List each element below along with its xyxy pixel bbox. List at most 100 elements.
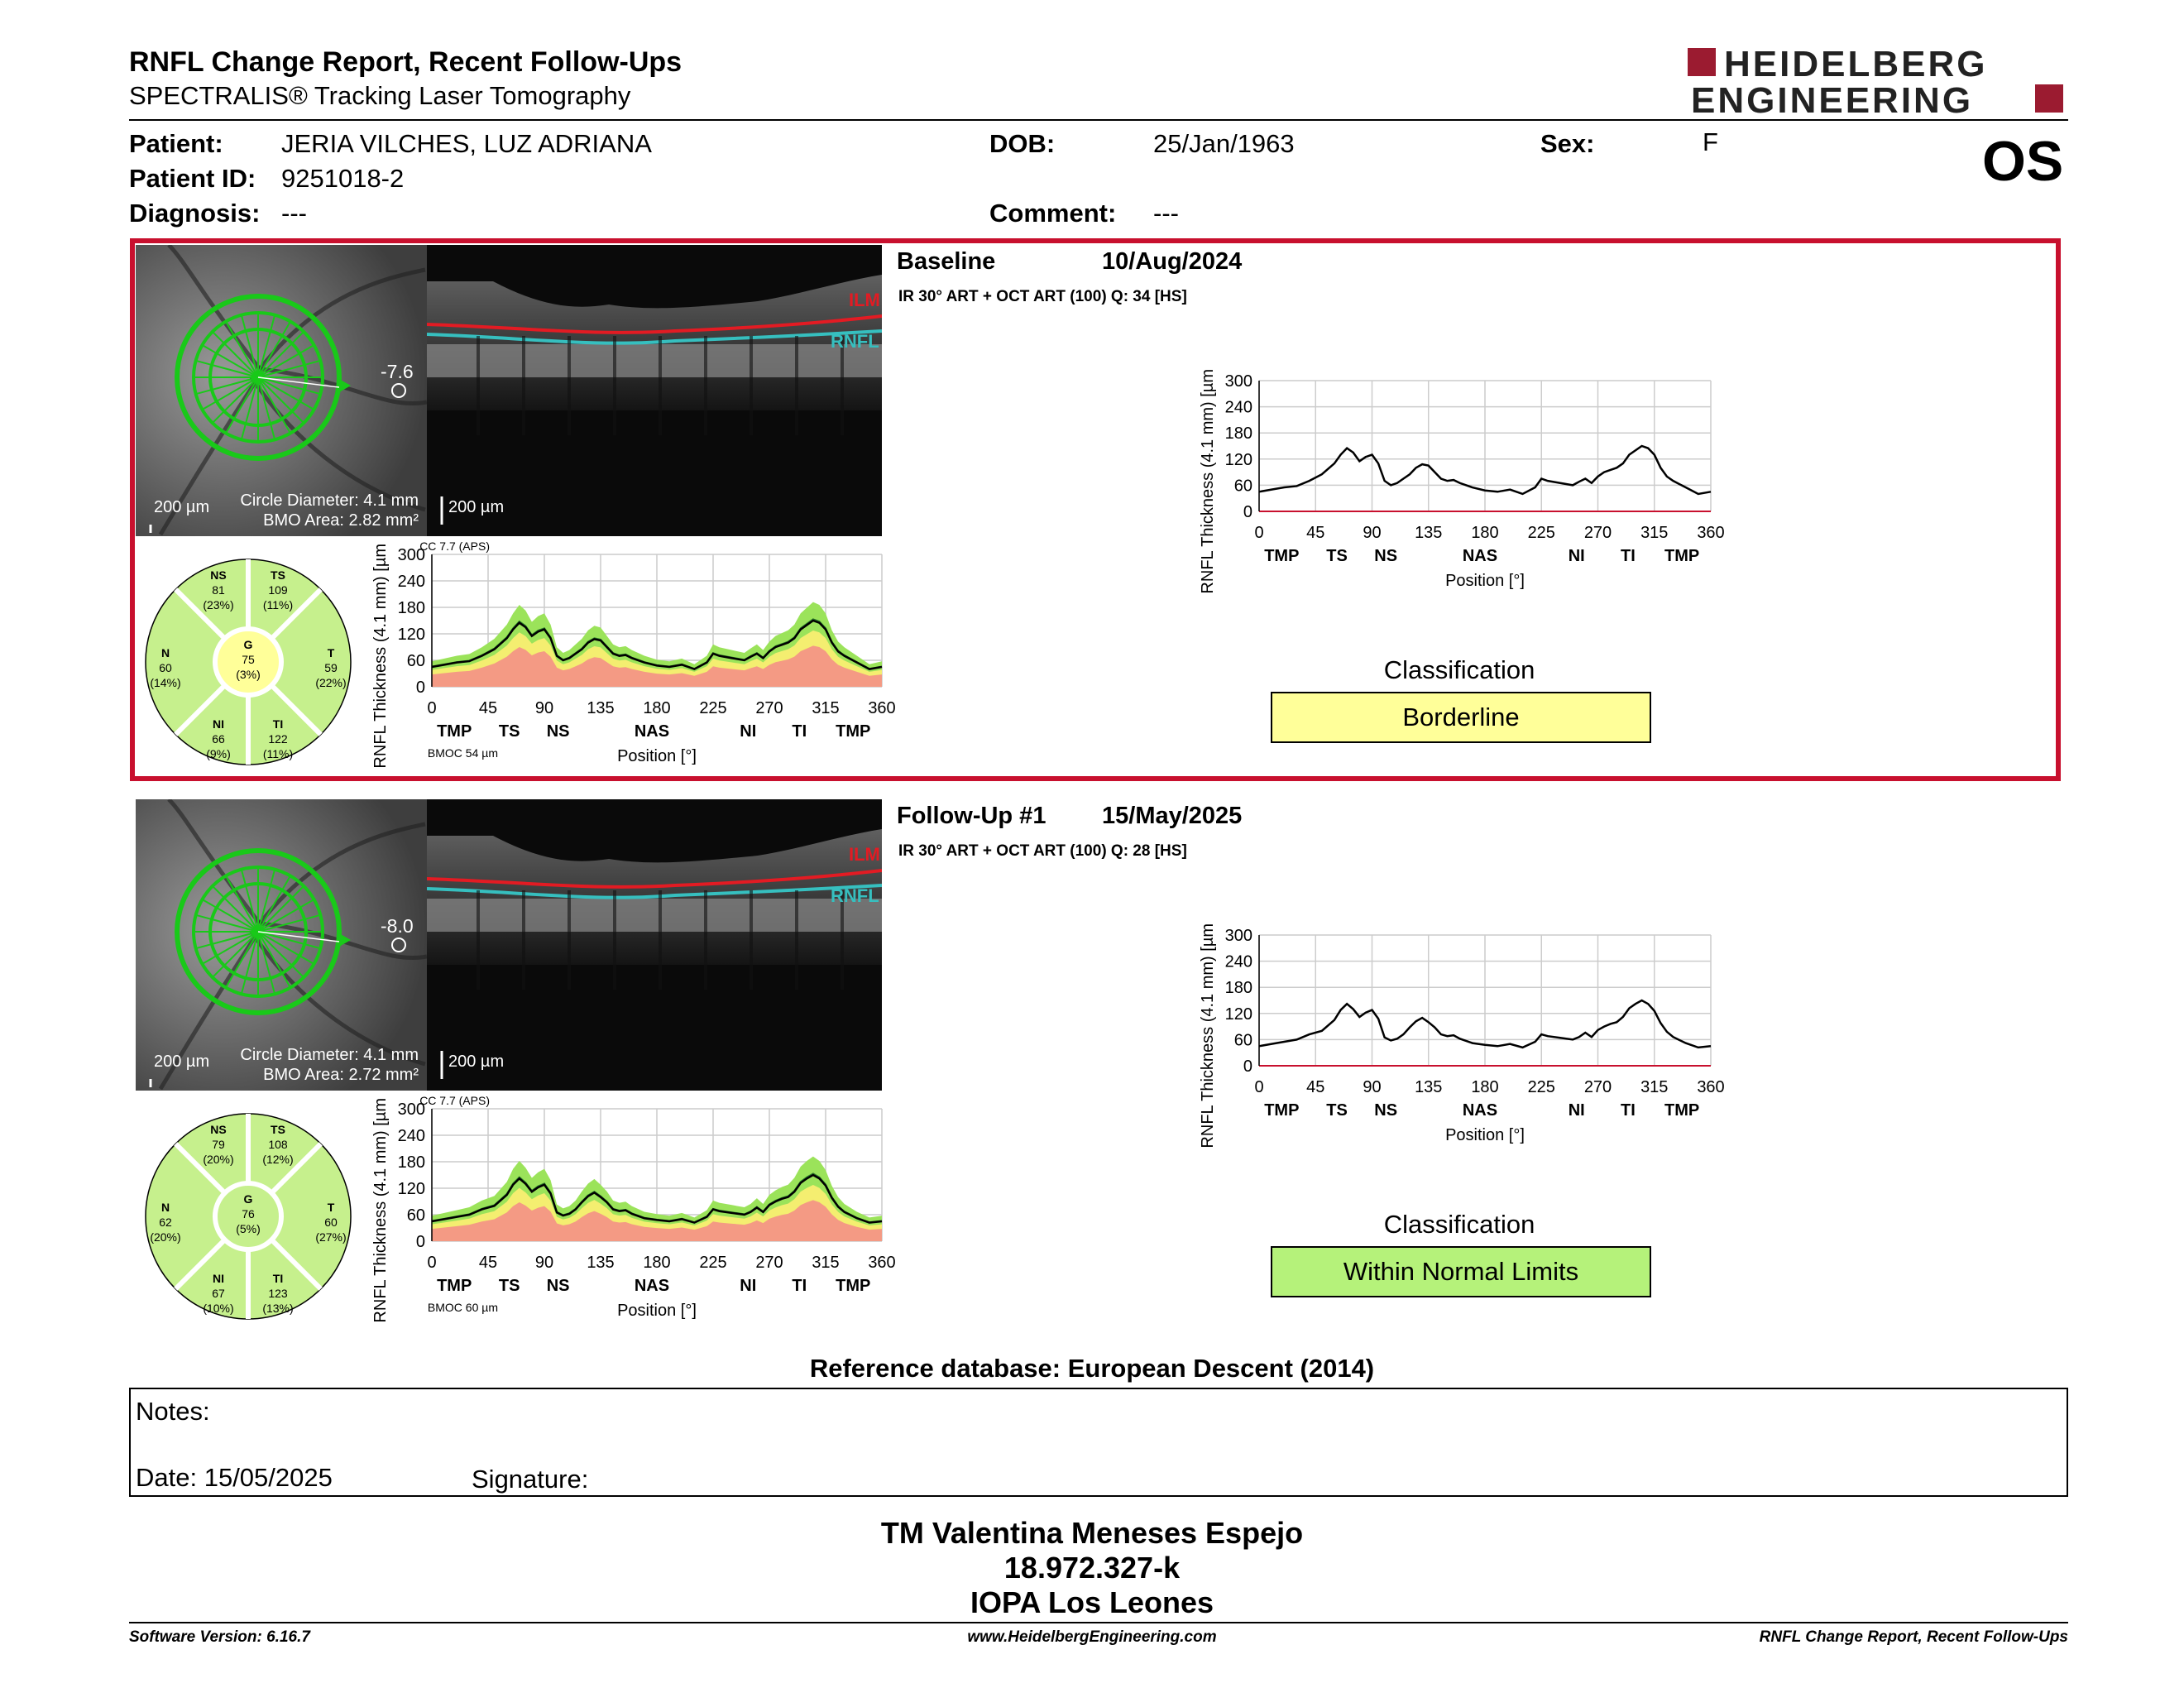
radial-scan-line — [240, 376, 259, 440]
radial-scan-line — [195, 359, 259, 378]
x-tick-label: 0 — [1254, 1078, 1263, 1096]
x-tick-label: 45 — [479, 1254, 497, 1272]
vessel-shadow — [568, 890, 571, 990]
bmoc-label: BMOC 54 µm — [427, 746, 498, 760]
radial-scan-line — [257, 344, 315, 378]
rnfl-chart-small-0: 0 60 120 180 240 300 0 45 90 135 180 225 270 315 360 TM… — [371, 544, 896, 769]
dob-value: 25/Jan/1963 — [1153, 129, 1295, 158]
x-tick-label: 315 — [812, 1254, 839, 1272]
y-tick-label: 120 — [398, 626, 425, 644]
rnfl-label: RNFL — [831, 885, 879, 906]
x-tick-label: 45 — [1306, 1078, 1324, 1096]
oct-scale-label: 200 µm — [448, 498, 505, 516]
patient-id-label: Patient ID: — [129, 164, 256, 193]
sector-n-label: N — [161, 1201, 170, 1214]
y-tick-label: 300 — [1225, 927, 1252, 945]
sector-divider — [270, 1142, 323, 1195]
vessel-shadow — [750, 890, 753, 990]
bmo-area: BMO Area: 2.82 mm² — [263, 511, 419, 530]
x-tick-label: 270 — [755, 1254, 783, 1272]
y-tick-label: 120 — [398, 1180, 425, 1198]
sector-ts-label: TS — [271, 1123, 285, 1136]
retinal-vessel — [158, 380, 258, 536]
signature-label: Signature: — [472, 1465, 589, 1494]
sector-n-pct: (20%) — [150, 1230, 180, 1244]
retinal-vessel — [258, 267, 426, 371]
sector-ts-value: 108 — [268, 1138, 288, 1151]
classification-label: Classification — [1383, 655, 1535, 684]
sector-label: TMP — [1264, 547, 1299, 565]
sector-g-pct: (3%) — [236, 668, 261, 681]
x-tick-label: 45 — [479, 699, 497, 717]
x-tick-label: 225 — [1528, 524, 1555, 542]
sector-ni-pct: (10%) — [203, 1302, 233, 1315]
comment-label: Comment: — [989, 199, 1117, 228]
y-tick-label: 180 — [398, 1153, 425, 1172]
sector-ni-value: 66 — [212, 732, 225, 746]
classification-badge: Borderline — [1271, 692, 1651, 743]
x-tick-label: 270 — [755, 699, 783, 717]
sector-t-value: 60 — [324, 1216, 338, 1229]
retinal-vessel — [258, 822, 426, 925]
baseline-highlight-frame — [130, 238, 2061, 781]
sex-label: Sex: — [1540, 129, 1595, 158]
sector-ns-pct: (20%) — [203, 1153, 233, 1166]
ilm-boundary — [427, 869, 882, 889]
header-rule — [129, 119, 2068, 121]
patient-name: JERIA VILCHES, LUZ ADRIANA — [281, 129, 652, 158]
x-tick-label: 180 — [643, 699, 670, 717]
scan-protocol: IR 30° ART + OCT ART (100) Q: 34 [HS] — [898, 288, 1187, 305]
diagnosis-label: Diagnosis: — [129, 199, 261, 228]
sector-label: TMP — [437, 722, 472, 741]
y-axis-label: RNFL Thickness (4.1 mm) [µm] — [1199, 923, 1217, 1149]
x-tick-label: 225 — [1528, 1078, 1555, 1096]
circle-diameter: Circle Diameter: 4.1 mm — [240, 492, 419, 510]
x-tick-label: 360 — [1697, 524, 1724, 542]
x-tick-label: 360 — [1697, 1078, 1724, 1096]
x-tick-label: 135 — [1415, 524, 1442, 542]
rnfl-boundary — [427, 884, 882, 899]
y-tick-label: 120 — [1225, 1005, 1252, 1024]
fovea-marker — [391, 383, 406, 398]
vessel-shadow — [477, 336, 480, 435]
radial-scan-line — [257, 314, 276, 378]
sector-ts-value: 109 — [268, 583, 288, 597]
y-tick-label: 120 — [1225, 451, 1252, 469]
radial-scan-line — [195, 931, 259, 950]
x-tick-label: 0 — [1254, 524, 1263, 542]
sector-label: TS — [1326, 547, 1348, 565]
rnfl-thickness-line — [1258, 999, 1712, 1049]
sector-ti-label: TI — [273, 1272, 283, 1285]
fundus-scale-label: 200 µm — [154, 498, 210, 516]
y-tick-label: 60 — [1234, 1031, 1252, 1049]
bmoc-label: BMOC 60 µm — [427, 1301, 498, 1314]
y-tick-label: 0 — [1243, 1057, 1252, 1076]
x-tick-label: 315 — [1640, 1078, 1668, 1096]
scan-circle-outer — [175, 848, 342, 1015]
sector-label: TI — [1621, 1101, 1636, 1120]
scan-circle-outer — [175, 294, 342, 461]
sector-divider — [270, 1238, 323, 1291]
website-link[interactable]: www.HeidelbergEngineering.com — [967, 1628, 1217, 1646]
sector-label: TMP — [1664, 1101, 1699, 1120]
radial-scan-line — [257, 899, 315, 933]
fovea-axis-line — [257, 376, 340, 388]
sector-ti-value: 123 — [268, 1287, 288, 1300]
retinal-vessel — [167, 245, 261, 371]
radial-scan-line — [201, 899, 259, 933]
retinal-vessel — [158, 934, 258, 1091]
radial-scan-line — [257, 376, 276, 440]
y-tick-label: 240 — [398, 1127, 425, 1145]
retinal-vessel — [249, 930, 426, 1067]
sector-g-pct: (5%) — [236, 1222, 261, 1235]
x-tick-label: 135 — [587, 699, 614, 717]
radial-scan-line — [257, 931, 291, 989]
fovea-angle: -7.6 — [381, 361, 414, 382]
sector-label: TMP — [836, 722, 870, 741]
oct-bscan — [427, 799, 882, 1091]
notes-box[interactable] — [129, 1388, 2068, 1497]
classification-badge: Within Normal Limits — [1271, 1246, 1651, 1297]
x-tick-label: 225 — [699, 699, 726, 717]
retinal-vessel — [259, 367, 427, 406]
retinal-vessel — [259, 921, 427, 961]
